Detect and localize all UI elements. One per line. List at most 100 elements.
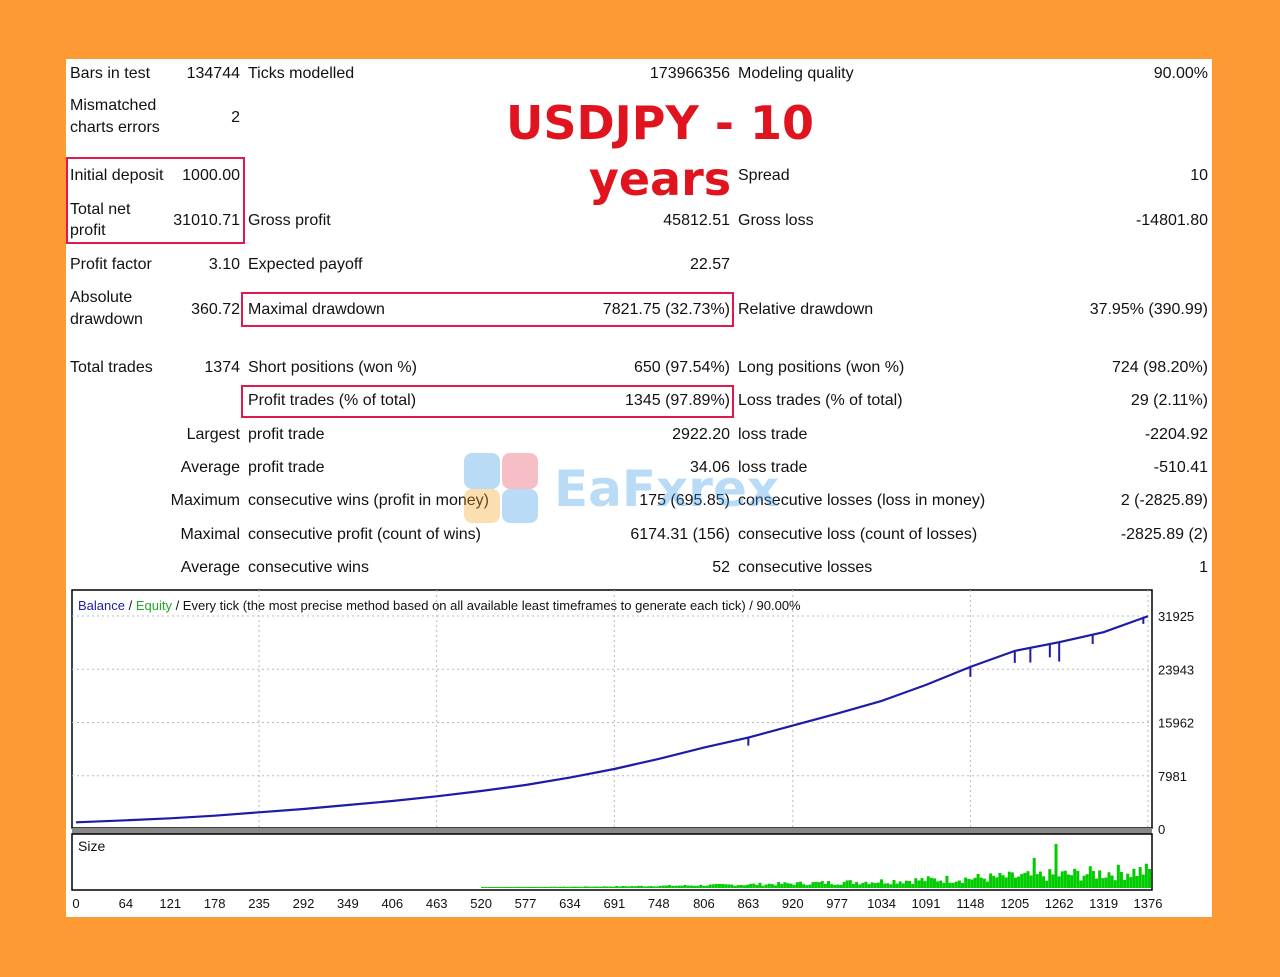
x-tick-label: 235 <box>248 896 270 911</box>
total-net-label-2: profit <box>70 222 106 239</box>
absolute-drawdown-label-2: drawdown <box>70 311 143 328</box>
size-bar <box>805 885 809 888</box>
size-bar <box>811 882 815 888</box>
size-bar <box>1138 867 1142 888</box>
size-bar <box>574 886 578 888</box>
size-bar <box>929 877 933 888</box>
size-bar <box>1017 876 1021 888</box>
size-bar <box>833 884 837 888</box>
size-bar <box>951 882 955 888</box>
size-bar <box>1123 879 1127 888</box>
size-bar <box>1076 870 1080 888</box>
size-bar <box>1029 875 1033 888</box>
size-bar <box>867 884 871 888</box>
size-bar <box>655 886 659 888</box>
size-bar <box>649 886 653 888</box>
x-tick-label: 1262 <box>1045 896 1074 911</box>
size-bar <box>808 884 812 888</box>
size-bar <box>989 873 993 888</box>
legend-balance: Balance <box>78 598 125 613</box>
size-bar <box>798 881 802 888</box>
size-bar <box>908 880 912 888</box>
size-bar <box>967 878 971 888</box>
x-tick-label: 920 <box>782 896 804 911</box>
x-tick-label: 1148 <box>956 896 984 911</box>
size-bar <box>664 885 668 888</box>
size-bar <box>677 885 681 888</box>
long-positions-label: Long positions (won %) <box>738 359 905 376</box>
size-bar <box>717 883 721 888</box>
size-bar <box>1126 873 1130 888</box>
size-bar <box>714 883 718 888</box>
gross-loss-value: -14801.80 <box>1135 212 1208 229</box>
size-bar <box>1023 872 1027 888</box>
size-bar <box>858 884 862 888</box>
size-bar <box>964 877 968 888</box>
size-bar <box>1063 870 1067 888</box>
size-bar <box>764 884 768 888</box>
size-bar <box>733 885 737 888</box>
size-bar <box>727 884 731 888</box>
x-tick-label: 806 <box>693 896 715 911</box>
size-bar <box>596 886 600 888</box>
maximum-losses-label: consecutive losses (loss in money) <box>738 492 986 509</box>
initial-deposit-label: Initial deposit <box>70 167 164 184</box>
size-bar <box>577 886 581 888</box>
legend-description: / Every tick (the most precise method ba… <box>172 598 801 613</box>
x-tick-label: 577 <box>515 896 537 911</box>
largest-profit-label: profit trade <box>248 426 325 443</box>
total-trades-value: 1374 <box>204 359 240 376</box>
size-bar <box>774 885 778 888</box>
size-bar <box>552 886 556 888</box>
size-bar <box>646 886 650 888</box>
size-bar <box>487 886 491 888</box>
profit-factor-value: 3.10 <box>208 256 240 273</box>
size-bar <box>1001 875 1005 888</box>
size-bar <box>506 886 510 888</box>
size-bar <box>1116 864 1120 888</box>
total-net-label-1: Total net <box>70 201 131 218</box>
size-bar <box>499 886 503 888</box>
initial-deposit-value: 1000.00 <box>182 167 240 184</box>
size-bar <box>1010 872 1014 888</box>
size-bar <box>998 872 1002 888</box>
size-bar <box>739 884 743 888</box>
size-bar <box>1141 874 1145 888</box>
size-bar <box>527 886 531 888</box>
size-bar <box>1101 878 1105 888</box>
size-bar <box>1066 874 1070 888</box>
short-positions-value: 650 (97.54%) <box>633 359 730 376</box>
x-tick-label: 520 <box>470 896 492 911</box>
profit-trades-value: 1345 (97.89%) <box>625 392 730 409</box>
mismatched-value: 2 <box>231 109 240 126</box>
size-bar <box>842 882 846 888</box>
size-bar <box>830 884 834 888</box>
size-bar <box>939 880 943 888</box>
x-tick-label: 292 <box>293 896 315 911</box>
size-bar <box>880 879 883 888</box>
x-tick-label: 748 <box>648 896 670 911</box>
size-bar <box>976 874 980 888</box>
average-profit-value: 34.06 <box>689 459 730 476</box>
size-bar <box>643 886 647 888</box>
long-positions-value: 724 (98.20%) <box>1111 359 1208 376</box>
size-bar <box>961 882 965 888</box>
size-bar <box>599 886 603 888</box>
size-bar <box>911 883 915 888</box>
size-bar <box>742 885 746 888</box>
size-bar <box>640 885 644 888</box>
watermark-logo: EaFxrex <box>458 447 838 527</box>
size-bar <box>795 882 799 888</box>
size-bar <box>540 886 544 888</box>
size-bar <box>1020 874 1024 888</box>
size-bar <box>957 880 961 888</box>
size-bar <box>1107 872 1111 888</box>
size-bar <box>1144 863 1148 888</box>
highlight-box-deposit <box>66 157 245 244</box>
size-bar <box>883 883 887 888</box>
size-bar <box>736 885 740 888</box>
size-bar <box>1070 875 1074 888</box>
size-bar <box>602 886 606 888</box>
size-bar <box>562 886 566 888</box>
expected-payoff-value: 22.57 <box>689 256 730 273</box>
